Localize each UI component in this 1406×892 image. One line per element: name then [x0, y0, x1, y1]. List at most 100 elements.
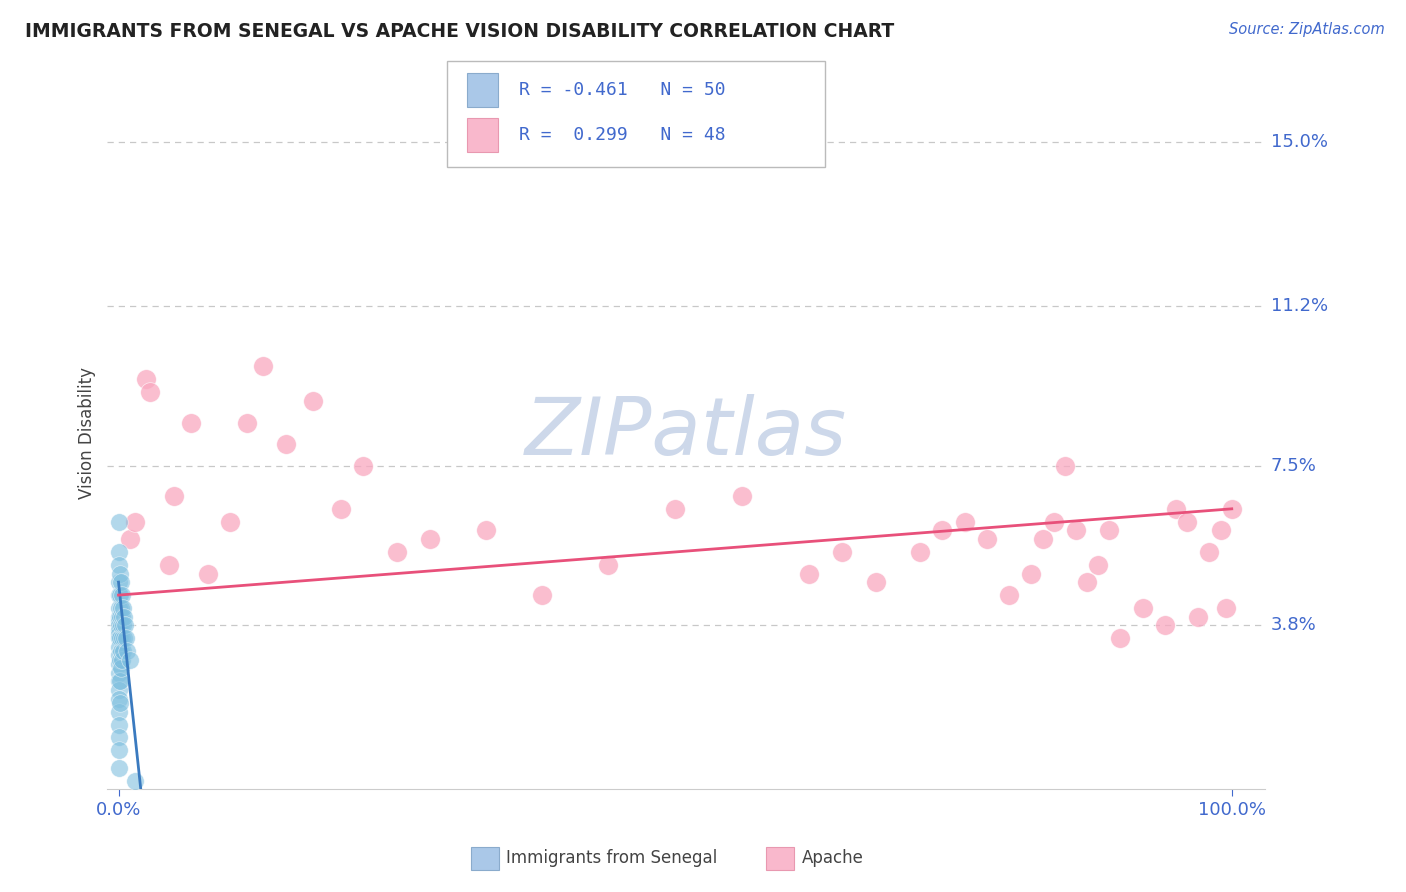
- Point: [107, 575, 129, 590]
- Point: [330, 501, 353, 516]
- Point: [352, 458, 374, 473]
- Point: [111, 609, 134, 624]
- Point: [107, 648, 129, 663]
- Point: [107, 761, 129, 775]
- Point: [1042, 515, 1064, 529]
- Point: [138, 385, 160, 400]
- Point: [110, 575, 132, 590]
- Point: [797, 566, 820, 581]
- Point: [111, 653, 134, 667]
- Point: [110, 661, 132, 675]
- Point: [1109, 632, 1132, 646]
- Point: [108, 588, 131, 602]
- Text: 15.0%: 15.0%: [1271, 133, 1327, 151]
- Point: [107, 588, 129, 602]
- Point: [1064, 524, 1087, 538]
- Point: [107, 717, 129, 731]
- Text: R = -0.461   N = 50: R = -0.461 N = 50: [519, 81, 725, 99]
- Point: [115, 632, 138, 646]
- Point: [302, 394, 325, 409]
- Point: [1198, 545, 1220, 559]
- Point: [107, 601, 129, 615]
- Point: [108, 566, 131, 581]
- Point: [163, 489, 186, 503]
- Point: [664, 501, 686, 516]
- Point: [124, 773, 146, 788]
- Point: [118, 532, 141, 546]
- Point: [114, 618, 136, 632]
- Point: [385, 545, 408, 559]
- Point: [107, 674, 129, 689]
- Point: [107, 545, 129, 559]
- Point: [1187, 609, 1209, 624]
- Point: [1215, 601, 1237, 615]
- Point: [112, 632, 135, 646]
- Text: 7.5%: 7.5%: [1271, 457, 1317, 475]
- Point: [1087, 558, 1109, 572]
- Point: [110, 601, 132, 615]
- Text: ZIPatlas: ZIPatlas: [526, 394, 848, 473]
- Point: [107, 558, 129, 572]
- Point: [107, 640, 129, 654]
- Point: [107, 665, 129, 680]
- Point: [108, 653, 131, 667]
- Point: [998, 588, 1021, 602]
- Text: Source: ZipAtlas.com: Source: ZipAtlas.com: [1229, 22, 1385, 37]
- Point: [107, 691, 129, 706]
- Point: [111, 632, 134, 646]
- Text: IMMIGRANTS FROM SENEGAL VS APACHE VISION DISABILITY CORRELATION CHART: IMMIGRANTS FROM SENEGAL VS APACHE VISION…: [25, 22, 894, 41]
- Point: [111, 588, 134, 602]
- Point: [731, 489, 754, 503]
- Point: [1031, 532, 1053, 546]
- Point: [111, 618, 134, 632]
- Point: [108, 696, 131, 710]
- Point: [107, 614, 129, 628]
- Point: [118, 653, 141, 667]
- Point: [107, 731, 129, 745]
- Point: [530, 588, 553, 602]
- Point: [831, 545, 853, 559]
- Point: [1076, 575, 1098, 590]
- Point: [953, 515, 976, 529]
- Point: [1175, 515, 1198, 529]
- Point: [107, 623, 129, 637]
- Text: 11.2%: 11.2%: [1271, 297, 1329, 315]
- Point: [235, 416, 257, 430]
- Text: R =  0.299   N = 48: R = 0.299 N = 48: [519, 126, 725, 144]
- Point: [865, 575, 887, 590]
- Point: [1132, 601, 1154, 615]
- Point: [107, 515, 129, 529]
- Point: [117, 644, 139, 658]
- Point: [274, 437, 297, 451]
- Point: [108, 632, 131, 646]
- Point: [931, 524, 953, 538]
- Point: [157, 558, 180, 572]
- Point: [107, 743, 129, 757]
- Point: [1209, 524, 1232, 538]
- Point: [1053, 458, 1076, 473]
- Text: Immigrants from Senegal: Immigrants from Senegal: [506, 849, 717, 867]
- Point: [111, 644, 134, 658]
- Point: [107, 618, 129, 632]
- Point: [1021, 566, 1043, 581]
- Point: [475, 524, 498, 538]
- Point: [908, 545, 931, 559]
- Point: [107, 632, 129, 646]
- Point: [112, 609, 135, 624]
- Point: [1098, 524, 1121, 538]
- Point: [107, 683, 129, 698]
- Point: [111, 601, 134, 615]
- Point: [1154, 618, 1177, 632]
- Point: [197, 566, 219, 581]
- Point: [107, 657, 129, 672]
- Point: [218, 515, 240, 529]
- Point: [107, 627, 129, 641]
- Point: [1220, 501, 1243, 516]
- Text: Apache: Apache: [801, 849, 863, 867]
- Point: [107, 609, 129, 624]
- Point: [598, 558, 620, 572]
- Point: [110, 644, 132, 658]
- Y-axis label: Vision Disability: Vision Disability: [79, 368, 96, 500]
- Point: [1164, 501, 1187, 516]
- Point: [108, 674, 131, 689]
